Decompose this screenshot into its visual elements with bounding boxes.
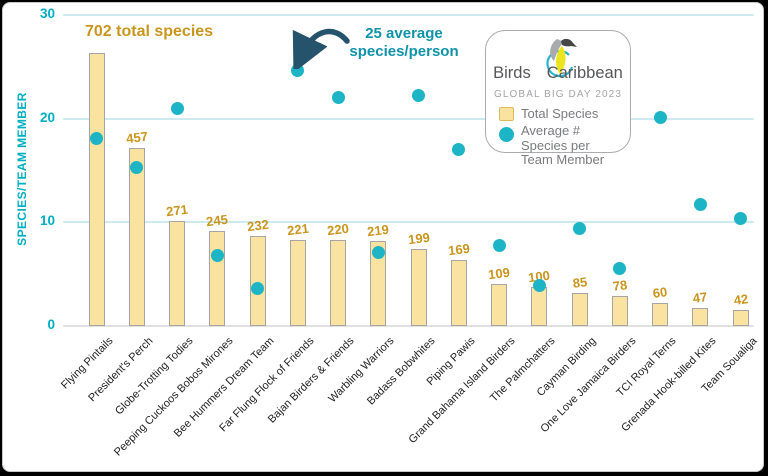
bar-value-label: 457	[125, 129, 149, 147]
bar-president-s-perch	[128, 148, 145, 326]
legend-item-average-species: Average # Species per Team Member	[499, 123, 619, 168]
bar-warbling-warriors	[370, 240, 387, 326]
bar-the-palmchatters	[531, 287, 548, 326]
gridline-20	[63, 117, 754, 120]
legend-item-total-species: Total Species	[499, 106, 599, 122]
avg-dot-grand-bahama-island-birders	[492, 238, 506, 252]
bar-team-soualiga	[732, 309, 749, 326]
avg-dot-grenada-hook-billed-kites	[693, 198, 707, 212]
avg-dot-globe-trotting-todies	[170, 101, 184, 115]
avg-dot-piping-pawis	[452, 143, 466, 157]
bar-far-flung-flock-of-friends	[289, 240, 306, 326]
y-tick-label-30: 30	[39, 6, 55, 21]
x-axis-line	[63, 325, 754, 327]
bar-peeping-cuckoos-bobos-mirones	[209, 230, 226, 326]
legend-box: Birds Caribbean GLOBAL BIG DAY 2023 Tota…	[485, 30, 631, 167]
legend-dot-swatch-icon	[499, 127, 514, 142]
legend-item-label: Average # Species per Team Member	[521, 123, 605, 168]
avg-dot-president-s-perch	[130, 160, 144, 174]
headline-total-species: 702 total species	[85, 23, 214, 40]
legend-bar-swatch-icon	[499, 107, 514, 121]
gridline-10	[63, 221, 754, 224]
annotation-average-species: 25 average species/person	[333, 25, 475, 60]
bar-tci-royal-terns	[652, 302, 668, 326]
legend-subtitle: GLOBAL BIG DAY 2023	[494, 89, 622, 100]
x-label-team: Globe-Trotting Todies	[113, 335, 196, 418]
bar-grenada-hook-billed-kites	[692, 307, 709, 326]
avg-dot-bajan-birders-friends	[331, 91, 345, 105]
y-tick-label-10: 10	[39, 213, 55, 229]
curved-arrow-icon	[292, 28, 350, 69]
bar-globe-trotting-todies	[169, 220, 185, 326]
brand-name: Birds Caribbean	[486, 64, 630, 83]
bar-flying-pintails	[88, 53, 105, 326]
bar-piping-pawis	[450, 260, 467, 326]
bar-cayman-birding	[571, 292, 588, 326]
avg-dot-flying-pintails	[90, 131, 103, 145]
brand-birds: Birds	[493, 64, 531, 82]
bar-bajan-birders-friends	[330, 240, 346, 326]
bar-one-love-jamaica-birders	[611, 295, 628, 326]
bar-bee-hummers-dream-team	[249, 235, 266, 326]
y-axis-title: SPECIES/TEAM MEMBER	[15, 92, 29, 246]
chart-card: 0 10 20 30 Flying Pintails 457 President's Per…	[2, 2, 764, 472]
avg-dot-the-palmchatters	[532, 279, 546, 293]
avg-dot-peeping-cuckoos-bobos-mirones	[210, 249, 224, 262]
y-tick-label-0: 0	[47, 317, 55, 332]
bar-grand-bahama-island-birders	[491, 283, 507, 326]
brand-caribbean: Caribbean	[546, 64, 623, 82]
avg-dot-bee-hummers-dream-team	[251, 282, 264, 296]
avg-dot-team-soualiga	[734, 211, 747, 225]
y-tick-label-20: 20	[39, 109, 55, 125]
bar-badass-bobwhites	[410, 248, 427, 326]
annotation-line2: species/person	[349, 42, 459, 60]
legend-item-label: Total Species	[521, 106, 599, 121]
annotation-line1: 25 average	[365, 25, 443, 42]
avg-dot-badass-bobwhites	[412, 89, 425, 103]
birdscaribbean-logo-icon	[546, 38, 577, 78]
avg-dot-tci-royal-terns	[653, 111, 667, 125]
avg-dot-warbling-warriors	[371, 245, 385, 259]
avg-dot-one-love-jamaica-birders	[613, 262, 627, 276]
gridline-30	[63, 14, 754, 16]
avg-dot-cayman-birding	[573, 222, 586, 236]
